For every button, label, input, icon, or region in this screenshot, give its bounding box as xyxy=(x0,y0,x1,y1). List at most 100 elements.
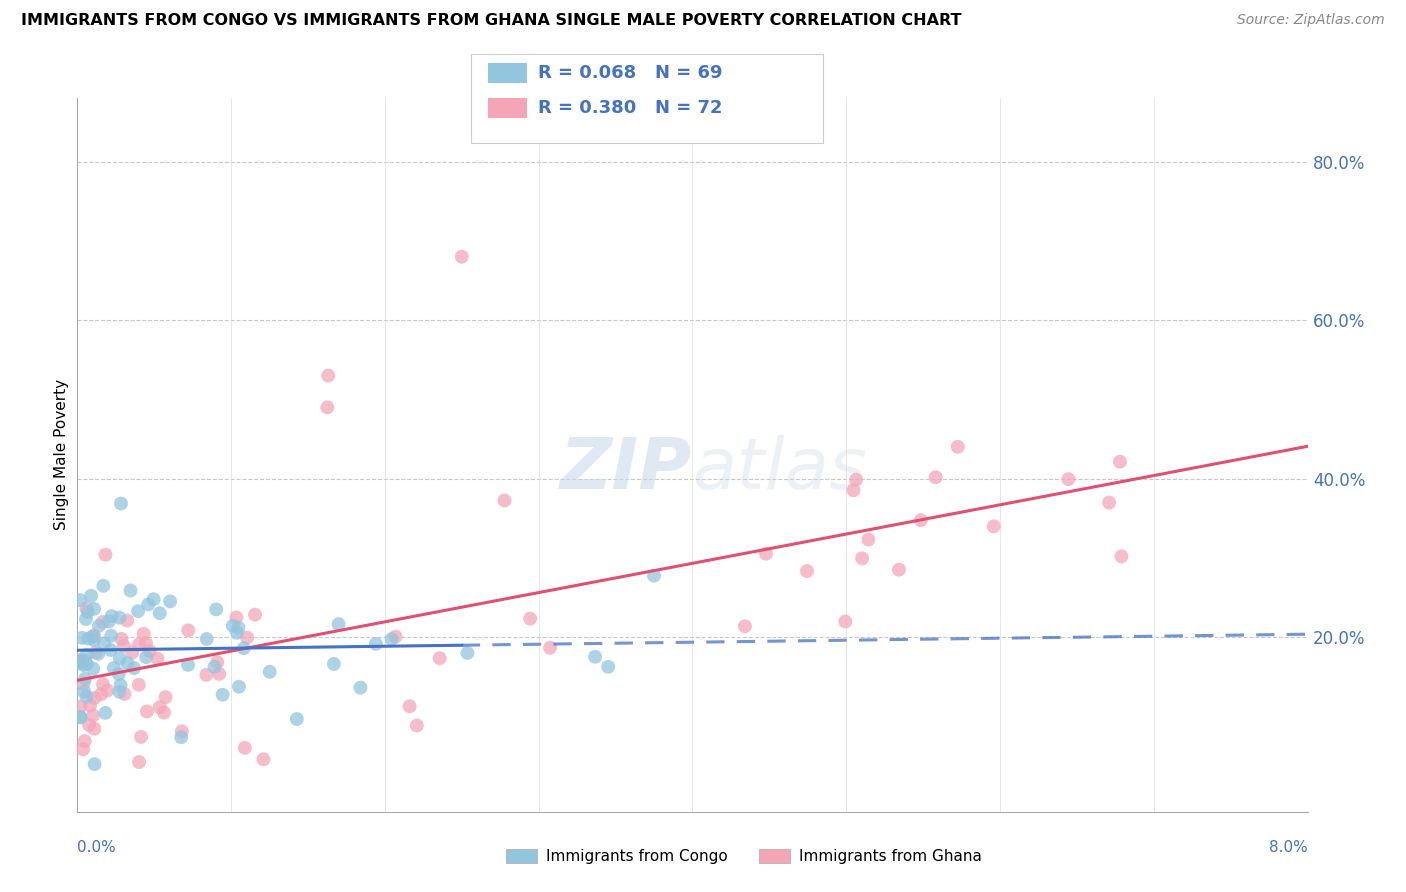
Text: Source: ZipAtlas.com: Source: ZipAtlas.com xyxy=(1237,13,1385,28)
Point xyxy=(128,638,150,652)
Point xyxy=(207,655,229,669)
Point xyxy=(381,632,404,647)
Point xyxy=(228,621,250,635)
Point xyxy=(129,730,152,744)
Point xyxy=(75,654,97,668)
Point xyxy=(69,710,91,724)
Point xyxy=(87,647,110,661)
Point xyxy=(108,651,131,665)
Point xyxy=(598,659,620,673)
Point xyxy=(228,680,250,694)
Point xyxy=(316,368,339,383)
Point xyxy=(73,734,96,748)
Y-axis label: Single Male Poverty: Single Male Poverty xyxy=(53,379,69,531)
Point xyxy=(155,690,177,705)
Point xyxy=(83,633,105,648)
Point xyxy=(117,656,139,670)
Point xyxy=(93,579,115,593)
Point xyxy=(69,710,91,724)
Point xyxy=(77,632,100,646)
Point xyxy=(70,631,93,645)
Point xyxy=(910,513,932,527)
Point xyxy=(252,752,274,766)
Point xyxy=(851,551,873,566)
Point xyxy=(132,627,155,641)
Point xyxy=(1111,549,1133,564)
Point xyxy=(94,548,117,562)
Point xyxy=(225,610,247,624)
Point xyxy=(100,629,122,643)
Text: Immigrants from Congo: Immigrants from Congo xyxy=(546,849,727,863)
Point xyxy=(72,658,94,673)
Text: R = 0.068   N = 69: R = 0.068 N = 69 xyxy=(538,64,723,82)
Point xyxy=(97,615,120,629)
Point xyxy=(112,639,135,653)
Point xyxy=(103,661,125,675)
Point xyxy=(122,661,145,675)
Point xyxy=(211,688,233,702)
Point xyxy=(153,706,176,720)
Point xyxy=(322,657,344,671)
Point xyxy=(259,665,281,679)
Point xyxy=(136,705,159,719)
Point xyxy=(77,718,100,732)
Point xyxy=(149,700,172,714)
Point xyxy=(73,684,96,698)
Point xyxy=(83,722,105,736)
Point xyxy=(405,718,427,732)
Point xyxy=(136,598,159,612)
Point xyxy=(135,636,157,650)
Point xyxy=(110,632,132,646)
Point xyxy=(69,593,91,607)
Point xyxy=(75,612,97,626)
Point xyxy=(84,645,107,659)
Point xyxy=(456,646,478,660)
Point xyxy=(138,644,160,658)
Text: IMMIGRANTS FROM CONGO VS IMMIGRANTS FROM GHANA SINGLE MALE POVERTY CORRELATION C: IMMIGRANTS FROM CONGO VS IMMIGRANTS FROM… xyxy=(21,13,962,29)
Point xyxy=(316,401,339,415)
Point xyxy=(83,602,105,616)
Point xyxy=(643,568,665,582)
Point xyxy=(75,672,97,686)
Point xyxy=(842,483,865,498)
Text: ZIP: ZIP xyxy=(560,434,693,504)
Point xyxy=(538,640,561,655)
Point xyxy=(69,654,91,668)
Point xyxy=(135,650,157,665)
Point xyxy=(858,533,880,547)
Point xyxy=(519,612,541,626)
Point xyxy=(69,699,91,714)
Point xyxy=(208,666,231,681)
Point xyxy=(233,740,256,755)
Point xyxy=(177,657,200,672)
Point xyxy=(429,651,451,665)
Point xyxy=(328,617,350,632)
Point xyxy=(83,691,105,706)
Point xyxy=(170,724,193,739)
Point xyxy=(121,646,143,660)
Point xyxy=(79,698,101,713)
Point xyxy=(146,651,169,665)
Point xyxy=(69,656,91,670)
Point xyxy=(83,757,105,772)
Point xyxy=(177,624,200,638)
Point xyxy=(195,632,218,646)
Point xyxy=(226,625,249,640)
Point xyxy=(80,589,103,603)
Point xyxy=(110,678,132,692)
Point xyxy=(1057,472,1080,486)
Point xyxy=(845,473,868,487)
Point xyxy=(82,708,104,723)
Point xyxy=(128,678,150,692)
Text: 8.0%: 8.0% xyxy=(1268,840,1308,855)
Point xyxy=(232,641,254,656)
Point xyxy=(450,250,472,264)
Point xyxy=(82,630,104,644)
Point xyxy=(107,667,129,681)
Text: R = 0.380   N = 72: R = 0.380 N = 72 xyxy=(538,99,723,117)
Point xyxy=(924,470,946,484)
Point xyxy=(285,712,308,726)
Point xyxy=(734,619,756,633)
Text: Immigrants from Ghana: Immigrants from Ghana xyxy=(799,849,981,863)
Point xyxy=(72,742,94,756)
